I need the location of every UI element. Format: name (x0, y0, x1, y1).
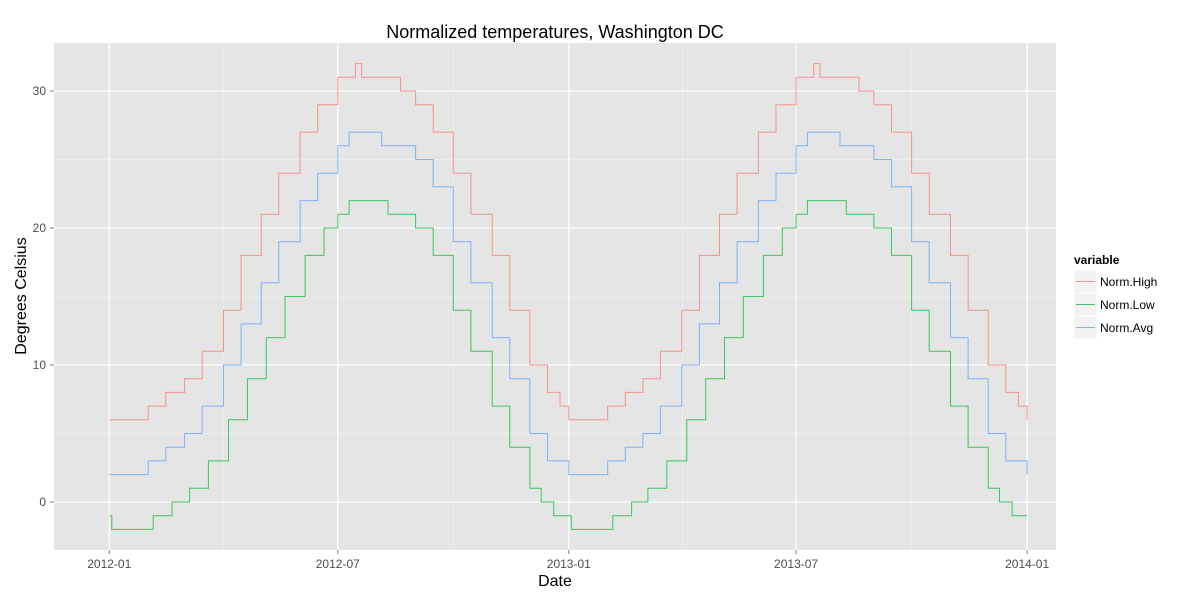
y-tick-label: 10 (33, 358, 47, 372)
legend-title: variable (1074, 253, 1120, 267)
legend-label-norm-avg: Norm.Avg (1100, 321, 1153, 335)
minor-gridlines (54, 43, 1056, 550)
series-lines (109, 63, 1028, 530)
y-tick-label: 20 (33, 221, 47, 235)
series-line-norm-high (109, 63, 1028, 421)
x-tick-label: 2013-01 (547, 557, 591, 571)
x-axis: 2012-01 2012-07 2013-01 2013-07 2014-01 (87, 550, 1049, 571)
y-tick-label: 30 (33, 84, 47, 98)
series-line-norm-low (109, 200, 1028, 530)
y-axis: 0 10 20 30 (33, 84, 54, 509)
series-line-norm-avg (109, 131, 1028, 476)
x-axis-title: Date (538, 573, 572, 590)
x-tick-label: 2012-01 (87, 557, 131, 571)
x-tick-label: 2013-07 (774, 557, 818, 571)
x-tick-label: 2014-01 (1005, 557, 1049, 571)
y-tick-label: 0 (39, 495, 46, 509)
legend-label-norm-low: Norm.Low (1100, 298, 1155, 312)
legend: variable Norm.High Norm.Low Norm.Avg (1073, 253, 1157, 340)
legend-label-norm-high: Norm.High (1100, 275, 1157, 289)
y-axis-title: Degrees Celsius (13, 237, 30, 354)
chart-title: Normalized temperatures, Washington DC (386, 22, 723, 42)
x-tick-label: 2012-07 (316, 557, 360, 571)
